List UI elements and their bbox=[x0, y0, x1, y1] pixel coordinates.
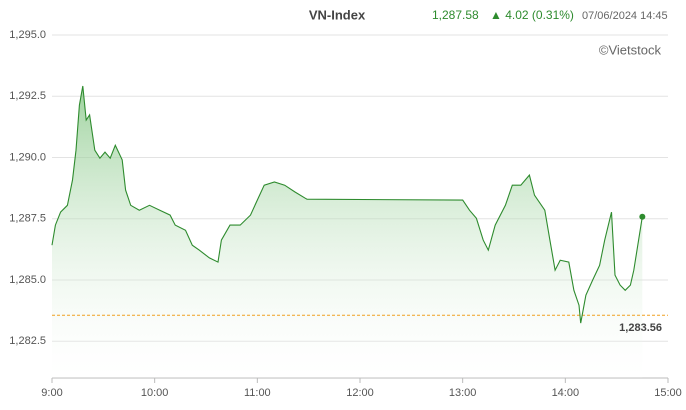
x-tick-label: 11:00 bbox=[244, 387, 271, 399]
change: ▲ 4.02 (0.31%) bbox=[490, 8, 574, 22]
x-tick-label: 10:00 bbox=[141, 387, 169, 399]
y-tick-label: 1,292.5 bbox=[9, 90, 46, 102]
area bbox=[52, 86, 643, 378]
reference-label: 1,283.56 bbox=[619, 322, 662, 334]
y-tick-label: 1,290.0 bbox=[9, 151, 46, 163]
price: 1,287.58 bbox=[432, 8, 479, 22]
last-point bbox=[639, 213, 646, 220]
y-tick-label: 1,295.0 bbox=[9, 29, 46, 41]
line bbox=[51, 85, 643, 324]
timestamp: 07/06/2024 14:45 bbox=[582, 10, 668, 22]
x-tick-label: 13:00 bbox=[449, 387, 477, 399]
chart-title: VN-Index bbox=[309, 7, 366, 22]
source: ©Vietstock bbox=[599, 42, 662, 57]
x-tick-label: 9:00 bbox=[41, 387, 62, 399]
y-tick-label: 1,282.5 bbox=[9, 335, 46, 347]
y-tick-label: 1,285.0 bbox=[9, 274, 46, 286]
x-tick-label: 14:00 bbox=[552, 387, 580, 399]
x-tick-label: 15:00 bbox=[654, 387, 682, 399]
y-tick-label: 1,287.5 bbox=[9, 213, 46, 225]
x-tick-label: 12:00 bbox=[346, 387, 374, 399]
